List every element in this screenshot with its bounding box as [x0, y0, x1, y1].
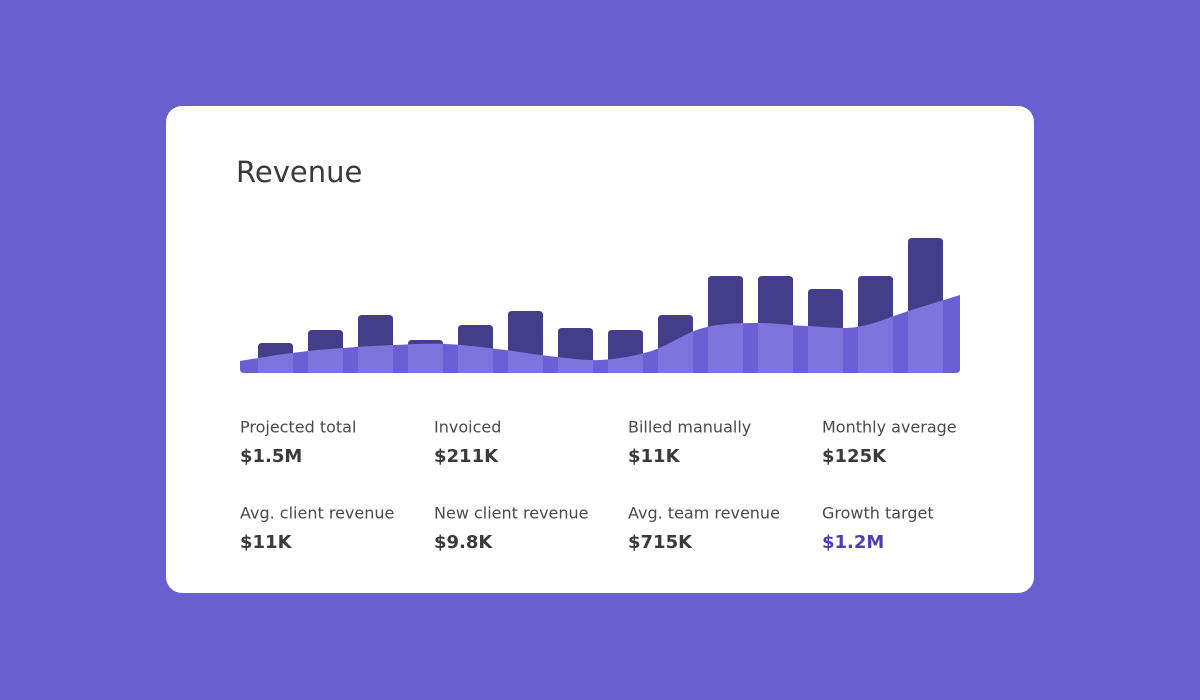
- stat-value: $9.8K: [434, 532, 493, 553]
- stat-value: $11K: [628, 446, 681, 467]
- card-title: Revenue: [236, 155, 362, 189]
- bar-overlap-segment: [408, 340, 443, 373]
- stat-value: $1.5M: [240, 446, 302, 467]
- stat-value: $1.2M: [822, 532, 884, 553]
- stat-label: Invoiced: [434, 418, 501, 437]
- stat-label: Avg. team revenue: [628, 504, 780, 523]
- card: [166, 106, 1034, 593]
- stat-label: Avg. client revenue: [240, 504, 394, 523]
- stat-value: $11K: [240, 532, 293, 553]
- stat-label: New client revenue: [434, 504, 589, 523]
- stat-value: $125K: [822, 446, 887, 467]
- stat-label: Monthly average: [822, 418, 957, 437]
- stat-value: $715K: [628, 532, 693, 553]
- stat-label: Projected total: [240, 418, 356, 437]
- stat-value: $211K: [434, 446, 499, 467]
- stat-label: Growth target: [822, 504, 934, 523]
- stat-label: Billed manually: [628, 418, 751, 437]
